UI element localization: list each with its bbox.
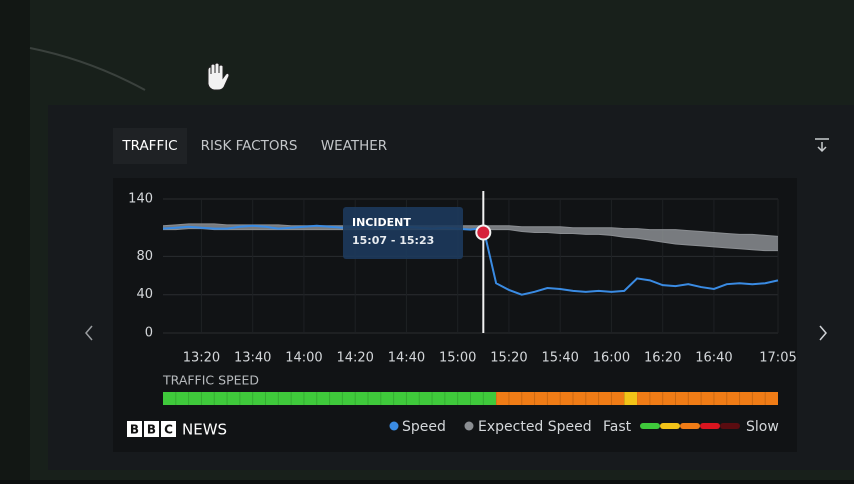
selected-tab-bg: [113, 128, 187, 164]
prev-arrow[interactable]: [85, 325, 93, 341]
speed-line: [162, 224, 779, 296]
brand-letter: B: [130, 423, 139, 437]
speed-run: [637, 392, 778, 405]
map-road: [29, 47, 146, 91]
x-tick-label: 14:40: [388, 351, 425, 366]
incident-tooltip: [343, 207, 463, 259]
brand-letter: C: [164, 423, 173, 437]
x-tick-label: 14:20: [336, 351, 373, 366]
brand-box: [127, 421, 142, 437]
brand-box: [161, 421, 176, 437]
brand-word: NEWS: [182, 421, 227, 439]
hand-cursor: [207, 62, 230, 91]
incident-marker[interactable]: [475, 224, 492, 241]
speed-run: [163, 392, 497, 405]
x-tick-label: 15:40: [541, 351, 578, 366]
scale-swatch: [680, 423, 700, 429]
traffic-speed-label: TRAFFIC SPEED: [162, 373, 259, 388]
x-tick-label: 16:20: [644, 351, 681, 366]
scale-swatch: [700, 423, 720, 429]
y-tick-label: 0: [145, 326, 153, 341]
scale-swatch: [640, 423, 660, 429]
speed-run: [624, 392, 638, 405]
x-tick-label: 16:00: [593, 351, 630, 366]
y-tick-label: 40: [136, 287, 153, 302]
y-tick-label: 140: [128, 192, 153, 207]
legend-dot: [464, 421, 474, 431]
brand-box: [144, 421, 159, 437]
scale-swatch: [660, 423, 680, 429]
download-icon[interactable]: [815, 138, 829, 153]
legend-fast: Fast: [603, 419, 632, 435]
expected-upper: [162, 223, 779, 237]
tab[interactable]: WEATHER: [321, 138, 387, 154]
scale-swatch: [720, 423, 740, 429]
x-tick-label: 14:00: [285, 351, 322, 366]
legend-slow: Slow: [746, 419, 779, 435]
legend-dot: [389, 421, 399, 431]
x-tick-label: 17:05: [759, 351, 796, 366]
x-tick-label: 15:20: [490, 351, 527, 366]
x-tick-label: 13:20: [183, 351, 220, 366]
legend-label: Speed: [402, 419, 446, 435]
x-tick-label: 16:40: [695, 351, 732, 366]
tab[interactable]: RISK FACTORS: [201, 138, 298, 154]
x-tick-label: 15:00: [439, 351, 476, 366]
speed-run: [496, 392, 625, 405]
next-arrow[interactable]: [819, 325, 827, 341]
legend-label: Expected Speed: [478, 419, 592, 435]
expected-band: [163, 223, 778, 251]
tab[interactable]: TRAFFIC: [121, 138, 177, 154]
incident-label: INCIDENT: [352, 216, 411, 229]
y-tick-label: 80: [136, 249, 153, 264]
x-tick-label: 13:40: [234, 351, 271, 366]
brand-letter: B: [147, 423, 156, 437]
incident-time: 15:07 - 15:23: [352, 234, 434, 247]
